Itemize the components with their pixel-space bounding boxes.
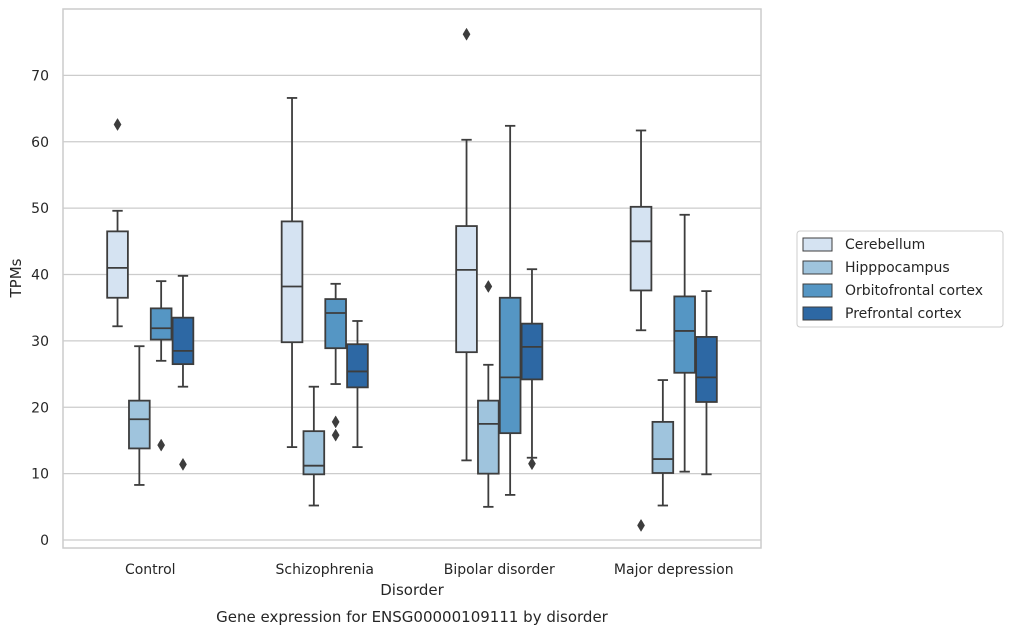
box-cerebellum [455, 27, 478, 462]
legend-label: Orbitofrontal cortex [845, 283, 983, 299]
legend-label: Prefrontal cortex [845, 306, 962, 322]
box-body [346, 343, 369, 389]
legend-swatch [802, 283, 833, 298]
box-cerebellum [280, 97, 304, 449]
y-tick-label: 50 [31, 201, 49, 217]
box-body [171, 316, 195, 366]
outlier-point [331, 415, 340, 429]
box-body [651, 420, 675, 474]
x-tick-label: Bipolar disorder [444, 562, 555, 578]
box-orbitofrontal-cortex [324, 282, 347, 442]
y-tick-label: 20 [31, 400, 49, 416]
box-hipppocampus [128, 345, 151, 486]
y-tick-label: 40 [31, 268, 49, 284]
box-hipppocampus [302, 385, 326, 507]
box-body [695, 336, 718, 403]
y-tick-label: 70 [31, 68, 49, 84]
box-prefrontal-cortex [520, 268, 544, 471]
y-tick-label: 60 [31, 135, 49, 151]
box-body [520, 322, 544, 381]
legend-swatch [802, 260, 833, 275]
box-cerebellum [106, 118, 129, 328]
box-prefrontal-cortex [695, 290, 718, 476]
legend-label: Hipppocampus [845, 260, 950, 276]
x-tick-label: Major depression [614, 562, 734, 578]
x-tick-label: Control [125, 562, 176, 578]
legend-swatch [802, 306, 833, 321]
y-axis-label: TPMs [7, 258, 25, 298]
legend-frame [796, 230, 1004, 328]
box-body [629, 205, 653, 292]
box-prefrontal-cortex [171, 274, 195, 471]
chart-caption: Gene expression for ENSG00000109111 by d… [216, 608, 609, 626]
box-body [324, 298, 347, 350]
box-body [498, 296, 522, 435]
box-hipppocampus [477, 279, 500, 508]
box-body [128, 399, 151, 450]
outlier-point [484, 279, 493, 293]
box-prefrontal-cortex [346, 320, 369, 449]
box-body [477, 399, 500, 475]
outlier-point [179, 457, 187, 471]
legend: Cerebellum Hipppocampus Orbitofrontal cort… [796, 230, 1004, 328]
box-body [302, 430, 326, 476]
x-axis-ticks: Control Schizophrenia Bipolar disorder Majo… [125, 562, 734, 578]
box-body [280, 220, 304, 344]
y-tick-label: 10 [31, 467, 49, 483]
box-orbitofrontal-cortex [149, 280, 173, 452]
legend-label: Cerebellum [845, 237, 925, 253]
y-tick-label: 30 [31, 334, 49, 350]
x-tick-label: Schizophrenia [276, 562, 374, 578]
outlier-point [637, 518, 645, 532]
box-body [106, 230, 129, 299]
box-orbitofrontal-cortex [673, 213, 696, 473]
x-axis-label: Disorder [380, 581, 444, 599]
y-tick-label: 0 [40, 533, 49, 549]
box-groups [106, 27, 718, 532]
legend-swatch [802, 237, 833, 252]
outlier-point [113, 118, 122, 131]
outlier-point [331, 428, 340, 442]
outlier-point [528, 457, 536, 471]
box-body [149, 307, 173, 341]
box-body [455, 225, 478, 354]
box-cerebellum [629, 129, 653, 532]
y-axis-ticks: 0 10 20 30 40 50 60 70 [31, 68, 49, 549]
box-hipppocampus [651, 379, 675, 507]
box-body [673, 295, 696, 374]
box-orbitofrontal-cortex [498, 124, 522, 496]
plot-frame [62, 8, 762, 549]
outlier-point [462, 27, 471, 41]
outlier-point [157, 438, 166, 452]
